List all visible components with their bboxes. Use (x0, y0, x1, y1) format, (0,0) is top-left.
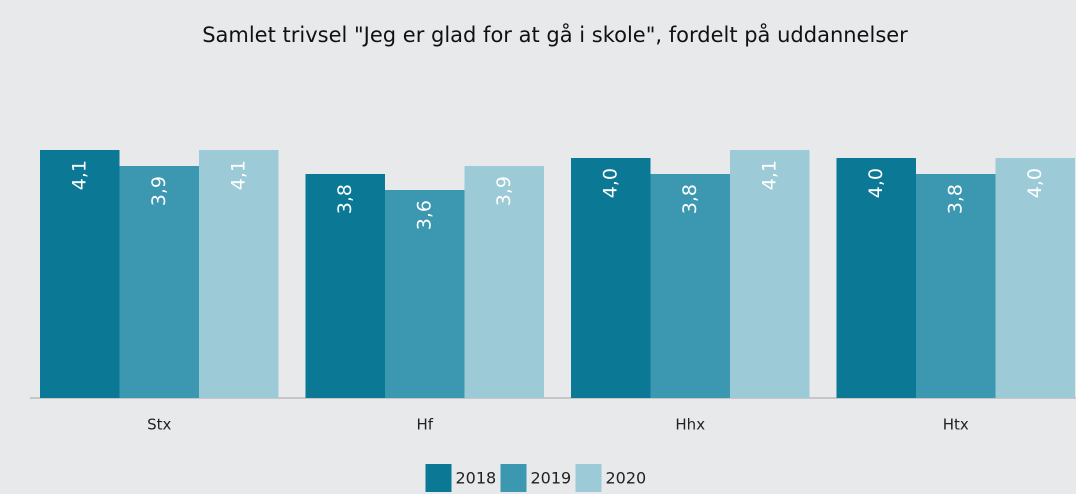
data-label: 4,1 (227, 160, 249, 190)
x-tick-label: Hf (416, 416, 433, 434)
data-label: 3,8 (944, 184, 966, 214)
data-label: 4,1 (68, 160, 90, 190)
legend-label: 2018 (456, 469, 497, 488)
bar (571, 158, 651, 398)
data-label: 3,8 (679, 184, 701, 214)
chart-title: Samlet trivsel "Jeg er glad for at gå i … (202, 22, 908, 47)
bar (199, 150, 279, 398)
x-tick-label: Hhx (675, 416, 705, 434)
legend-label: 2020 (606, 469, 647, 488)
data-label: 4,0 (1024, 168, 1046, 198)
bar (836, 158, 916, 398)
bar (650, 174, 730, 398)
bar (305, 174, 385, 398)
bar (464, 166, 544, 398)
legend-swatch (575, 464, 602, 492)
data-label: 3,9 (148, 176, 170, 206)
data-label: 4,1 (758, 160, 780, 190)
bar (730, 150, 810, 398)
bar (916, 174, 996, 398)
bar (995, 158, 1075, 398)
bar (40, 150, 120, 398)
x-tick-label: Htx (943, 416, 969, 434)
data-label: 3,6 (413, 200, 435, 230)
bar (119, 166, 199, 398)
x-tick-label: Stx (147, 416, 171, 434)
legend-swatch (425, 464, 452, 492)
data-label: 4,0 (865, 168, 887, 198)
data-label: 4,0 (599, 168, 621, 198)
legend-swatch (500, 464, 527, 492)
data-label: 3,9 (493, 176, 515, 206)
data-label: 3,8 (334, 184, 356, 214)
legend-label: 2019 (531, 469, 572, 488)
bar (385, 190, 465, 398)
